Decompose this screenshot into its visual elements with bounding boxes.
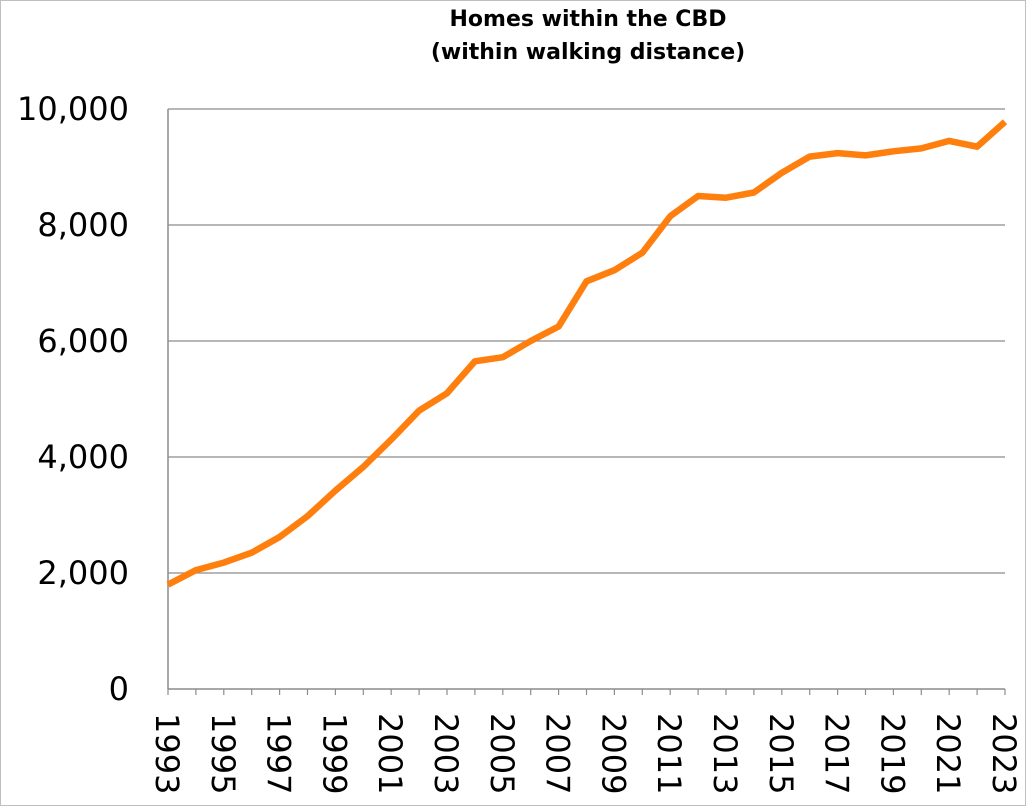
y-tick-labels: 0 2,000 4,000 6,000 8,000 10,000 xyxy=(17,90,129,708)
x-tick-label: 1997 xyxy=(260,713,298,794)
y-tick-label: 8,000 xyxy=(37,206,129,244)
chart-title: Homes within the CBD xyxy=(450,7,727,32)
x-tick-label: 2023 xyxy=(985,713,1023,794)
x-tick-label: 2011 xyxy=(650,713,688,794)
x-tick-label: 2007 xyxy=(539,713,577,794)
x-tick-label: 1993 xyxy=(148,713,186,794)
y-tick-label: 0 xyxy=(109,670,129,708)
y-tick-label: 2,000 xyxy=(37,554,129,592)
x-tick-label: 1995 xyxy=(204,713,242,794)
series-line xyxy=(166,119,1008,588)
x-tick-label: 2019 xyxy=(873,713,911,794)
y-tick-label: 4,000 xyxy=(37,438,129,476)
x-tick-label: 2015 xyxy=(762,713,800,794)
series-layer xyxy=(166,119,1008,588)
x-tick-labels: 1993 1995 1997 1999 2001 2003 2005 2007 2009 2011… xyxy=(148,713,1023,794)
x-tick-label: 2005 xyxy=(483,713,521,794)
x-tick-label: 2009 xyxy=(594,713,632,794)
y-tick-label: 6,000 xyxy=(37,322,129,360)
x-tick-label: 2013 xyxy=(706,713,744,794)
x-tick-label: 2021 xyxy=(929,713,967,794)
axes xyxy=(167,109,1006,695)
x-tick-label: 1999 xyxy=(315,713,353,794)
y-tick-label: 10,000 xyxy=(17,90,129,128)
chart-subtitle: (within walking distance) xyxy=(431,40,745,65)
grid-lines xyxy=(168,108,1005,574)
x-tick-label: 2003 xyxy=(427,713,465,794)
x-tick-label: 2017 xyxy=(818,713,856,794)
x-tick-label: 2001 xyxy=(371,713,409,794)
